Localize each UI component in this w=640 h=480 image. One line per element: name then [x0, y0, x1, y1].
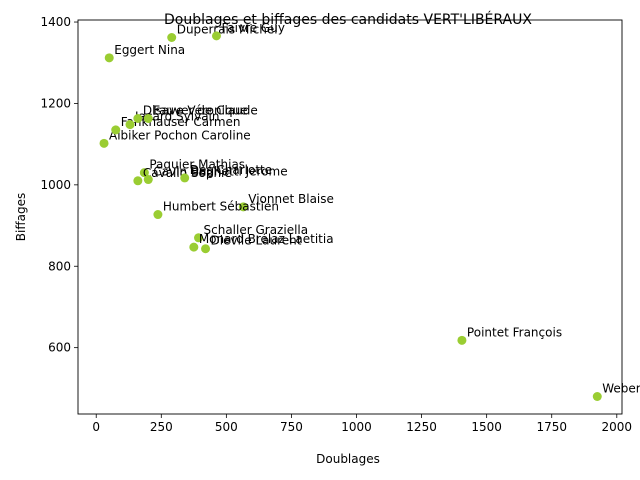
point-label: Vionnet Blaise — [248, 192, 334, 206]
point-label: Monard Brélaz Laetitia — [199, 232, 334, 246]
x-tick-label: 1500 — [471, 420, 502, 434]
x-axis-label: Doublages — [316, 452, 380, 466]
data-point — [592, 391, 602, 401]
point-label: Paquier Mathias — [149, 158, 245, 172]
data-point — [111, 125, 121, 135]
data-point — [143, 175, 153, 185]
plot-frame — [77, 19, 623, 415]
data-point — [153, 210, 163, 220]
y-tick-label: 600 — [48, 341, 71, 355]
x-tick-label: 1250 — [406, 420, 437, 434]
x-tick-label: 1750 — [536, 420, 567, 434]
y-axis-label: Biffages — [14, 193, 28, 241]
y-tick-label: 1000 — [40, 178, 71, 192]
data-point — [180, 173, 190, 183]
data-point — [201, 244, 211, 254]
point-label: Weber — [602, 381, 640, 395]
x-tick-label: 1000 — [341, 420, 372, 434]
data-point — [104, 53, 114, 63]
y-tick-label: 1400 — [40, 15, 71, 29]
point-label: Eggert Nina — [114, 43, 185, 57]
point-label: Schaller Graziella — [204, 223, 309, 237]
x-tick-label: 0 — [92, 420, 100, 434]
data-point — [211, 31, 221, 41]
x-tick-label: 2000 — [602, 420, 633, 434]
y-tick-label: 800 — [48, 259, 71, 273]
point-label: Duperrais Michel — [177, 23, 278, 37]
chart-title: Doublages et biffages des candidats VERT… — [164, 11, 532, 28]
data-point — [133, 114, 143, 123]
point-label: Jacard Sylvain — [134, 110, 219, 124]
y-axis: 600 800 1000 1200 1400 — [40, 15, 78, 355]
data-point — [189, 242, 199, 252]
plot-marks: Weber Pointet François Vionnet BlaiseHumbe… — [99, 21, 640, 401]
x-tick-label: 750 — [280, 420, 303, 434]
point-label: Fauver de Claude — [153, 104, 257, 118]
point-label: Pointet François — [467, 325, 562, 339]
data-point — [143, 114, 153, 123]
data-point — [194, 233, 204, 243]
data-point — [133, 176, 143, 186]
point-label: Dievile Laurent — [211, 234, 302, 248]
y-tick-label: 1200 — [40, 96, 71, 110]
data-point — [167, 33, 177, 43]
point-label: Cavallo Sophie — [143, 166, 232, 180]
data-point — [238, 202, 248, 212]
data-point — [99, 138, 109, 148]
point-label: Dlsave Véronique — [143, 104, 248, 118]
x-tick-label: 500 — [215, 420, 238, 434]
point-label: Des Charlotte — [190, 163, 272, 177]
point-label: Faivre Guy — [221, 21, 284, 35]
point-label: Humbert Sébastien — [163, 200, 279, 214]
x-tick-label: 250 — [150, 420, 173, 434]
data-point — [139, 168, 149, 178]
data-point — [457, 335, 467, 345]
data-point — [125, 120, 135, 130]
x-axis: 0 250 500 750 1000 1250 1500 1750 2000 — [92, 414, 632, 434]
point-label: Albiker Pochon Caroline — [109, 128, 251, 142]
